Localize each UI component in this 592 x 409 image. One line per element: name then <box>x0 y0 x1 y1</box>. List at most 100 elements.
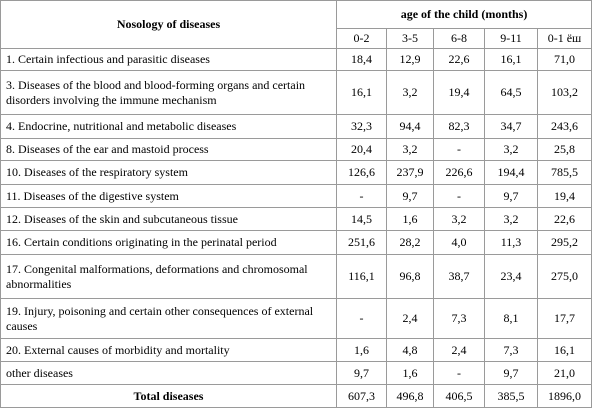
table-row: 20. External causes of morbidity and mor… <box>0 338 592 362</box>
table-row: 10. Diseases of the respiratory system 12… <box>0 160 592 185</box>
rate-cell: 3,2 <box>484 207 538 231</box>
disease-name: 4. Endocrine, nutritional and metabolic … <box>0 114 337 139</box>
total-cell: 1896,0 <box>536 384 592 408</box>
rate-cell: 126,6 <box>336 160 387 185</box>
rate-cell: - <box>336 298 387 339</box>
rate-cell: 4,8 <box>386 338 434 362</box>
column-header: 3-5 <box>386 28 434 49</box>
column-header: 0-1 ёш <box>536 28 592 49</box>
disease-name: 19. Injury, poisoning and certain other … <box>0 298 337 339</box>
header-title: Nosology of diseases <box>0 0 337 49</box>
disease-name: 8. Diseases of the ear and mastoid proce… <box>0 138 337 161</box>
rate-cell: 32,3 <box>336 114 387 139</box>
disease-name: 10. Diseases of the respiratory system <box>0 160 337 185</box>
rate-cell: 14,5 <box>336 207 387 231</box>
column-header: 6-8 <box>433 28 485 49</box>
rate-cell: - <box>433 361 485 385</box>
rate-cell: 22,6 <box>433 48 485 71</box>
table-row: 8. Diseases of the ear and mastoid proce… <box>0 138 592 161</box>
rate-cell: 3,2 <box>484 138 538 161</box>
rate-cell: 9,7 <box>484 184 538 208</box>
rate-cell: 116,1 <box>336 254 387 299</box>
disease-name: 1. Certain infectious and parasitic dise… <box>0 48 337 71</box>
rate-cell: - <box>433 184 485 208</box>
rate-cell: 275,0 <box>536 254 592 299</box>
header-group: age of the child (months) <box>335 0 592 29</box>
rate-cell: 4,0 <box>433 230 485 255</box>
rate-cell: 11,3 <box>484 230 538 255</box>
rate-cell: 18,4 <box>336 48 387 71</box>
table-row: 16. Certain conditions originating in th… <box>0 230 592 255</box>
rate-cell: 1,6 <box>386 207 434 231</box>
column-header: 0-2 <box>336 28 387 49</box>
disease-name: 3. Diseases of the blood and blood-formi… <box>0 70 337 115</box>
total-cell: 607,3 <box>336 384 387 408</box>
rate-cell: 243,6 <box>536 114 592 139</box>
rate-cell: 2,4 <box>433 338 485 362</box>
total-cell: 406,5 <box>433 384 485 408</box>
table-row: 19. Injury, poisoning and certain other … <box>0 298 592 339</box>
rate-cell: 82,3 <box>433 114 485 139</box>
rate-cell: 226,6 <box>433 160 485 185</box>
rate-cell: 20,4 <box>336 138 387 161</box>
total-row: Total diseases 607,3 496,8 406,5 385,5 1896,0 <box>0 384 592 408</box>
table-row: other diseases 9,7 1,6-9,7 21,0 <box>0 361 592 385</box>
disease-name: other diseases <box>0 361 337 385</box>
rate-cell: 17,7 <box>536 298 592 339</box>
rate-cell: 64,5 <box>484 70 538 115</box>
total-label: Total diseases <box>0 384 337 408</box>
rate-cell: 16,1 <box>336 70 387 115</box>
table-row: 11. Diseases of the digestive system -9,7… <box>0 184 592 208</box>
rate-cell: 103,2 <box>536 70 592 115</box>
rate-cell: 96,8 <box>386 254 434 299</box>
table-body: 1. Certain infectious and parasitic dise… <box>0 48 592 408</box>
rate-cell: 3,2 <box>433 207 485 231</box>
rate-cell: 237,9 <box>386 160 434 185</box>
rate-cell: 12,9 <box>386 48 434 71</box>
disease-name: 11. Diseases of the digestive system <box>0 184 337 208</box>
rate-cell: 785,5 <box>536 160 592 185</box>
rate-cell: 22,6 <box>536 207 592 231</box>
table-row: 3. Diseases of the blood and blood-formi… <box>0 70 592 115</box>
rate-cell: 295,2 <box>536 230 592 255</box>
header-row: Nosology of diseases age of the child (m… <box>0 0 592 49</box>
header-row: 0-2 3-5 6-8 9-11 0-1 ёш <box>1 28 592 49</box>
rate-cell: - <box>336 184 387 208</box>
rate-cell: 23,4 <box>484 254 538 299</box>
rate-cell: - <box>433 138 485 161</box>
table-row: 4. Endocrine, nutritional and metabolic … <box>0 114 592 139</box>
total-cell: 496,8 <box>386 384 434 408</box>
rate-cell: 9,7 <box>386 184 434 208</box>
table-row: 1. Certain infectious and parasitic dise… <box>0 48 592 71</box>
rate-cell: 8,1 <box>484 298 538 339</box>
rate-cell: 28,2 <box>386 230 434 255</box>
rate-cell: 2,4 <box>386 298 434 339</box>
rate-cell: 71,0 <box>536 48 592 71</box>
rate-cell: 3,2 <box>386 138 434 161</box>
disease-name: 20. External causes of morbidity and mor… <box>0 338 337 362</box>
rate-cell: 94,4 <box>386 114 434 139</box>
rate-cell: 9,7 <box>484 361 538 385</box>
total-cell: 385,5 <box>484 384 538 408</box>
rate-cell: 1,6 <box>336 338 387 362</box>
rate-cell: 16,1 <box>484 48 538 71</box>
rate-cell: 25,8 <box>536 138 592 161</box>
rate-cell: 21,0 <box>536 361 592 385</box>
disease-name: 17. Congenital malformations, deformatio… <box>0 254 337 299</box>
rate-cell: 7,3 <box>484 338 538 362</box>
rate-cell: 1,6 <box>386 361 434 385</box>
rate-cell: 19,4 <box>536 184 592 208</box>
disease-name: 12. Diseases of the skin and subcutaneou… <box>0 207 337 231</box>
column-header: 9-11 <box>484 28 538 49</box>
rate-cell: 34,7 <box>484 114 538 139</box>
rate-cell: 19,4 <box>433 70 485 115</box>
rate-cell: 3,2 <box>386 70 434 115</box>
rate-cell: 194,4 <box>484 160 538 185</box>
rate-cell: 251,6 <box>336 230 387 255</box>
disease-name: 16. Certain conditions originating in th… <box>0 230 337 255</box>
rate-cell: 7,3 <box>433 298 485 339</box>
rate-cell: 38,7 <box>433 254 485 299</box>
rate-cell: 9,7 <box>336 361 387 385</box>
